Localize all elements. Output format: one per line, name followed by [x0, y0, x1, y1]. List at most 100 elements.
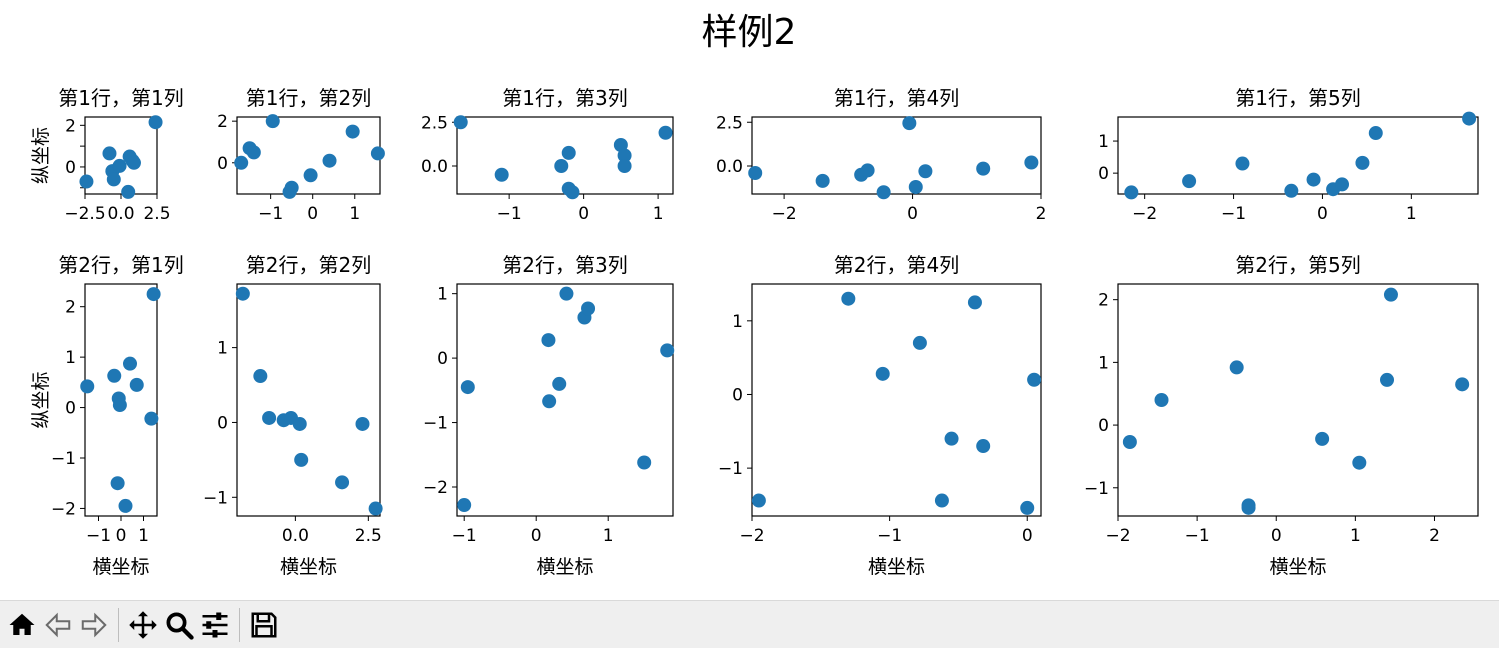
toolbar [0, 600, 1499, 648]
x-tick-label: 0.0 [107, 204, 134, 224]
x-tick-label: 2 [1429, 526, 1440, 546]
y-tick-label: 0.0 [421, 157, 448, 177]
y-tick-label: 1 [217, 339, 228, 359]
y-tick-label: 1 [1098, 353, 1109, 373]
subplot-title: 第1行，第2列 [246, 86, 371, 110]
scatter-point [552, 376, 567, 391]
y-tick-label: 2.5 [716, 113, 743, 133]
x-axis-label: 横坐标 [280, 556, 337, 578]
scatter-point [902, 116, 917, 131]
x-tick-label: 1 [349, 204, 360, 224]
scatter-point [1306, 172, 1321, 187]
subplot-title: 第2行，第4列 [834, 253, 959, 277]
scatter-point [148, 115, 163, 130]
scatter-point [102, 146, 117, 161]
subplot-9: 第2行，第4列 −2 −1 0 −1 0 1 横坐标 [718, 253, 1042, 578]
scatter-point [284, 180, 299, 195]
scatter-point [1352, 455, 1367, 470]
subplot-1: 第1行，第1列 −2.5 0.0 2.5 0 2 纵坐标 [30, 86, 184, 224]
scatter-point [748, 166, 763, 180]
scatter-point [1368, 126, 1383, 141]
configure-subplots-button[interactable] [197, 605, 233, 645]
x-tick-label: −1 [1185, 526, 1210, 546]
scatter-point [1335, 177, 1349, 192]
x-tick-label: −1 [452, 526, 477, 546]
scatter-point [751, 493, 766, 508]
scatter-point [118, 498, 133, 513]
scatter-point [1235, 156, 1250, 171]
scatter-point [265, 114, 280, 129]
home-button[interactable] [4, 605, 40, 645]
x-tick-label: 0 [307, 204, 318, 224]
y-tick-label: −1 [1084, 479, 1109, 499]
figure-title: 样例2 [702, 12, 797, 53]
scatter-point [355, 416, 370, 431]
scatter-point [660, 343, 675, 358]
scatter-point [613, 138, 628, 152]
back-button[interactable] [40, 605, 76, 645]
scatter-point [368, 501, 383, 516]
x-tick-label: 0 [1317, 204, 1328, 224]
scatter-point [112, 158, 127, 173]
y-tick-label: 0 [1098, 416, 1109, 436]
axes-frame [456, 283, 674, 517]
y-tick-label: 2 [65, 298, 76, 318]
save-button[interactable] [246, 605, 282, 645]
y-tick-label: 0.0 [716, 157, 743, 177]
subplot-title: 第1行，第4列 [834, 86, 959, 110]
y-tick-label: 2.5 [421, 113, 448, 133]
subplot-title: 第2行，第3列 [502, 253, 627, 277]
subplot-2: 第1行，第2列 −1 0 1 0 2 [217, 86, 385, 224]
scatter-point [262, 410, 277, 425]
subplot-4: 第1行，第4列 −2 0 2 0.0 2.5 [716, 86, 1046, 224]
scatter-point [967, 295, 982, 310]
y-tick-label: −2 [51, 499, 76, 519]
x-tick-label: 1 [1350, 526, 1361, 546]
scatter-point [322, 153, 337, 168]
scatter-point [80, 379, 95, 394]
scatter-point [934, 493, 949, 508]
scatter-point [106, 172, 121, 187]
x-tick-label: 0 [116, 526, 127, 546]
pan-button[interactable] [125, 605, 161, 645]
axes-frame [1117, 283, 1479, 517]
zoom-button[interactable] [161, 605, 197, 645]
pan-icon [129, 610, 157, 639]
x-tick-label: 0.0 [282, 526, 309, 546]
x-tick-label: 2.5 [143, 204, 170, 224]
scatter-point [1355, 155, 1370, 170]
axes-frame [1117, 116, 1479, 195]
scatter-point [457, 498, 472, 513]
y-tick-label: 2 [217, 112, 228, 132]
x-tick-label: 0 [1271, 526, 1282, 546]
x-tick-label: 2.5 [355, 526, 382, 546]
subplot-8: 第2行，第3列 −1 0 1 −2 −1 0 1 横坐标 [423, 253, 675, 578]
y-tick-label: −2 [423, 478, 448, 498]
scatter-point [918, 164, 933, 179]
y-tick-label: 2 [1098, 291, 1109, 311]
scatter-point [1315, 431, 1330, 446]
y-tick-label: 0 [65, 399, 76, 419]
scatter-point [235, 286, 250, 301]
x-tick-label: 1 [138, 526, 149, 546]
scatter-point [912, 335, 927, 350]
forward-button[interactable] [76, 605, 112, 645]
scatter-point [976, 439, 991, 454]
scatter-point [1462, 111, 1477, 126]
scatter-point [559, 286, 574, 301]
scatter-point [658, 125, 673, 140]
axes-frame [84, 116, 158, 195]
y-tick-label: 1 [65, 348, 76, 368]
x-tick-label: −2 [739, 526, 764, 546]
subplot-title: 第1行，第3列 [502, 86, 627, 110]
axes-frame [751, 116, 1042, 195]
scatter-point [860, 163, 875, 178]
scatter-point [541, 333, 556, 348]
scatter-point [335, 475, 350, 490]
x-tick-label: 1 [1406, 204, 1417, 224]
y-tick-label: −1 [203, 488, 228, 508]
x-tick-label: 1 [653, 204, 664, 224]
scatter-point [1024, 155, 1039, 170]
